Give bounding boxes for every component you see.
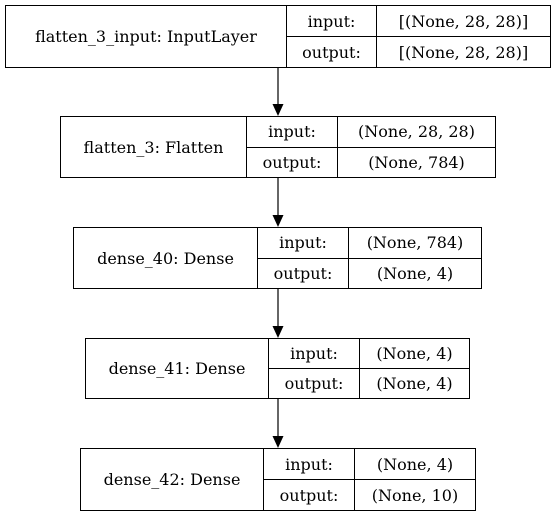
layer-io-table: input: output: (None, 4) (None, 10) <box>264 449 475 510</box>
output-label: output: <box>262 152 322 172</box>
layer-node-flatten-3-input: flatten_3_input: InputLayer input: outpu… <box>5 5 551 68</box>
layer-node-flatten-3: flatten_3: Flatten input: output: (None,… <box>60 116 496 178</box>
layer-io-table: input: output: (None, 784) (None, 4) <box>258 228 481 288</box>
layer-name: dense_40: Dense <box>74 228 258 288</box>
io-labels: input: output: <box>247 117 338 177</box>
layer-io-table: input: output: (None, 4) (None, 4) <box>269 339 469 398</box>
output-shape: (None, 10) <box>371 485 459 505</box>
input-shape: [(None, 28, 28)] <box>377 6 550 37</box>
io-labels: input: output: <box>269 339 360 398</box>
layer-name: flatten_3: Flatten <box>61 117 247 177</box>
output-label: output: <box>279 485 339 505</box>
input-label: input: <box>287 6 376 37</box>
input-shape: (None, 4) <box>360 339 469 369</box>
input-shape: (None, 4) <box>355 449 475 480</box>
edge-1-2 <box>272 178 284 227</box>
layer-name: flatten_3_input: InputLayer <box>6 6 287 67</box>
edge-0-1 <box>272 68 284 116</box>
io-values: [(None, 28, 28)] [(None, 28, 28)] <box>377 6 550 67</box>
layer-node-dense-42: dense_42: Dense input: output: (None, 4)… <box>80 448 476 511</box>
input-shape: (None, 784) <box>349 228 481 259</box>
input-label: input: <box>264 449 354 480</box>
io-labels: input: output: <box>258 228 349 288</box>
input-label: input: <box>258 228 348 259</box>
io-values: (None, 4) (None, 4) <box>360 339 469 398</box>
output-label: output: <box>302 42 361 62</box>
output-shape: [(None, 28, 28)] <box>398 42 529 62</box>
output-shape: (None, 4) <box>376 263 454 283</box>
layer-node-dense-41: dense_41: Dense input: output: (None, 4)… <box>85 338 470 399</box>
io-labels: input: output: <box>264 449 355 510</box>
edge-3-4 <box>272 399 284 448</box>
output-label: output: <box>284 374 344 393</box>
edge-2-3 <box>272 289 284 338</box>
layer-io-table: input: output: (None, 28, 28) (None, 784… <box>247 117 495 177</box>
io-values: (None, 4) (None, 10) <box>355 449 475 510</box>
layer-name: dense_42: Dense <box>81 449 264 510</box>
input-shape: (None, 28, 28) <box>338 117 495 148</box>
input-label: input: <box>247 117 337 148</box>
output-label: output: <box>273 263 333 283</box>
output-shape: (None, 784) <box>368 152 465 172</box>
io-values: (None, 28, 28) (None, 784) <box>338 117 495 177</box>
io-values: (None, 784) (None, 4) <box>349 228 481 288</box>
layer-name: dense_41: Dense <box>86 339 269 398</box>
io-labels: input: output: <box>287 6 377 67</box>
layer-io-table: input: output: [(None, 28, 28)] [(None, … <box>287 6 550 67</box>
layer-node-dense-40: dense_40: Dense input: output: (None, 78… <box>73 227 482 289</box>
output-shape: (None, 4) <box>376 374 453 393</box>
input-label: input: <box>269 339 359 369</box>
